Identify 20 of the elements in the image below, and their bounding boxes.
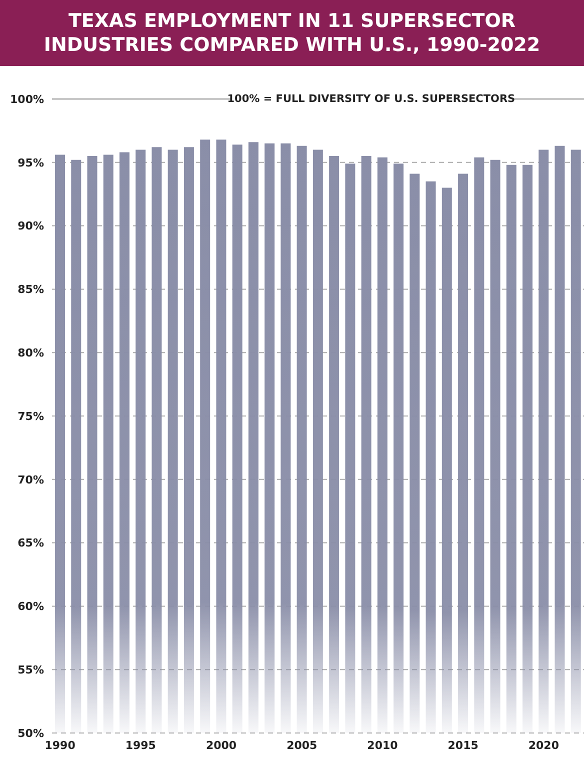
- x-tick-label: 1995: [125, 738, 156, 752]
- x-tick-label: 2000: [206, 738, 237, 752]
- y-tick-label: 90%: [18, 220, 44, 233]
- x-tick-label: 2020: [528, 738, 560, 752]
- y-tick-label: 95%: [18, 156, 44, 170]
- y-tick-label: 80%: [18, 346, 44, 360]
- y-tick-label: 60%: [18, 600, 44, 614]
- y-tick-label: 75%: [18, 410, 44, 423]
- y-tick-label: 50%: [18, 726, 44, 740]
- x-tick-label: 2010: [367, 738, 398, 752]
- x-tick-label: 2015: [448, 738, 478, 752]
- y-tick-label: 100%: [10, 92, 44, 106]
- x-tick-label: 1990: [44, 738, 76, 752]
- ref-line-label: 100% = FULL DIVERSITY OF U.S. SUPERSECTORS: [227, 93, 516, 105]
- chart-title: TEXAS EMPLOYMENT IN 11 SUPERSECTOR INDUSTRIES COMPARED WITH U.S., 1990-2022: [0, 0, 584, 66]
- y-tick-label: 70%: [18, 473, 44, 486]
- y-tick-label: 65%: [18, 536, 44, 550]
- y-tick-label: 85%: [18, 283, 44, 296]
- x-tick-label: 2005: [286, 738, 318, 752]
- y-tick-label: 55%: [18, 664, 44, 677]
